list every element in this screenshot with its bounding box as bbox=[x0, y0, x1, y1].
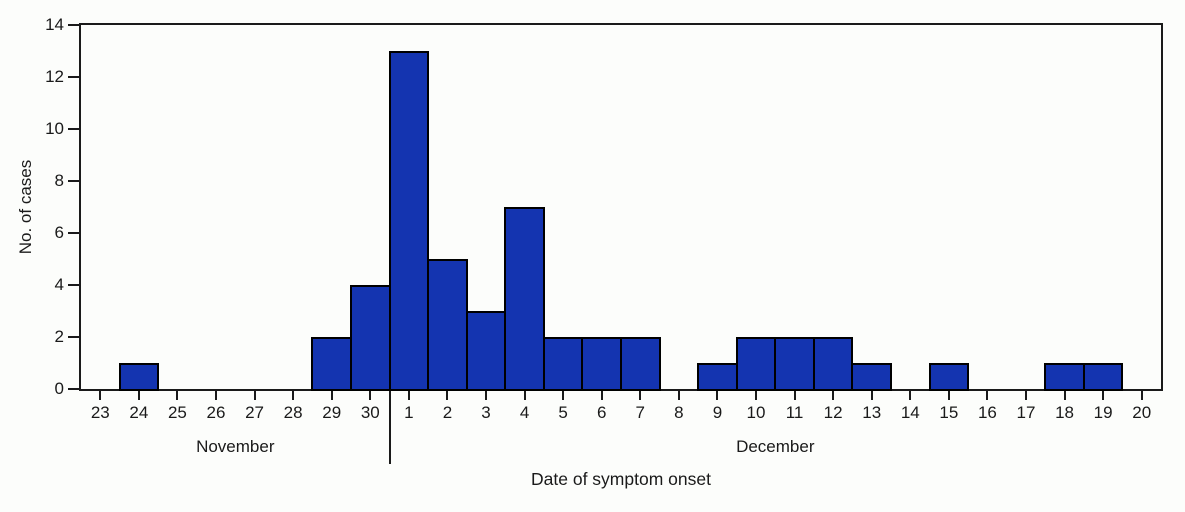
x-tick-15-22 bbox=[947, 391, 950, 400]
x-tick-label-5-12: 5 bbox=[558, 403, 568, 422]
x-tick-label-24-1: 24 bbox=[129, 403, 149, 422]
plot-area bbox=[79, 23, 1163, 391]
x-tick-label-3-10: 3 bbox=[481, 403, 491, 422]
x-tick-label-12-19: 12 bbox=[823, 403, 843, 422]
x-tick-label-30-7: 30 bbox=[360, 403, 380, 422]
x-tick-24-1 bbox=[137, 391, 140, 400]
x-tick-label-28-5: 28 bbox=[283, 403, 303, 422]
y-tick-label-2: 2 bbox=[54, 327, 64, 346]
bar-6 bbox=[581, 337, 622, 391]
x-tick-2-9 bbox=[446, 391, 449, 400]
x-tick-label-26-3: 26 bbox=[206, 403, 226, 422]
x-tick-label-15-22: 15 bbox=[939, 403, 959, 422]
x-tick-11-18 bbox=[793, 391, 796, 400]
x-tick-label-6-13: 6 bbox=[596, 403, 607, 422]
bar-4 bbox=[504, 207, 545, 391]
y-tick-14 bbox=[68, 24, 79, 26]
x-tick-label-8-15: 8 bbox=[674, 403, 684, 422]
y-tick-label-12: 12 bbox=[45, 67, 64, 86]
bar-11 bbox=[774, 337, 815, 391]
x-tick-label-2-9: 2 bbox=[442, 403, 453, 422]
bar-2 bbox=[427, 259, 468, 391]
x-tick-20-27 bbox=[1140, 391, 1143, 400]
x-tick-9-16 bbox=[716, 391, 719, 400]
x-tick-label-1-8: 1 bbox=[404, 403, 414, 422]
x-tick-25-2 bbox=[176, 391, 179, 400]
x-tick-8-15 bbox=[677, 391, 680, 400]
month-label-november: November bbox=[196, 437, 275, 456]
bar-15 bbox=[928, 363, 970, 391]
bar-1 bbox=[388, 51, 430, 391]
bar-24 bbox=[118, 363, 160, 391]
x-tick-16-23 bbox=[986, 391, 989, 400]
x-tick-23-0 bbox=[99, 391, 102, 400]
y-tick-label-6: 6 bbox=[54, 223, 64, 242]
x-tick-label-20-27: 20 bbox=[1132, 403, 1152, 422]
x-tick-5-12 bbox=[562, 391, 565, 400]
x-tick-3-10 bbox=[485, 391, 487, 400]
x-tick-7-14 bbox=[639, 391, 642, 400]
x-tick-label-19-26: 19 bbox=[1093, 403, 1113, 422]
y-tick-4 bbox=[68, 284, 79, 286]
x-tick-label-7-14: 7 bbox=[635, 403, 646, 422]
y-tick-label-8: 8 bbox=[54, 171, 64, 190]
y-tick-8 bbox=[68, 180, 79, 182]
bar-19 bbox=[1082, 363, 1124, 391]
x-tick-10-17 bbox=[755, 391, 757, 400]
x-tick-label-9-16: 9 bbox=[712, 403, 723, 422]
x-tick-label-11-18: 11 bbox=[785, 403, 804, 422]
bar-18 bbox=[1044, 363, 1085, 391]
x-tick-1-8 bbox=[407, 391, 410, 400]
x-tick-label-17-24: 17 bbox=[1016, 403, 1036, 422]
x-tick-18-25 bbox=[1063, 391, 1066, 400]
bar-5 bbox=[542, 337, 584, 391]
x-tick-label-25-2: 25 bbox=[167, 403, 187, 422]
x-tick-29-6 bbox=[330, 391, 333, 400]
bar-29 bbox=[311, 337, 352, 391]
x-tick-13-20 bbox=[870, 391, 873, 400]
x-tick-label-29-6: 29 bbox=[322, 403, 342, 422]
bar-7 bbox=[620, 337, 661, 391]
y-tick-label-14: 14 bbox=[45, 15, 64, 34]
x-tick-label-27-4: 27 bbox=[245, 403, 265, 422]
x-tick-4-11 bbox=[523, 391, 526, 400]
x-tick-19-26 bbox=[1102, 391, 1105, 400]
x-tick-label-14-21: 14 bbox=[900, 403, 920, 422]
bar-3 bbox=[465, 311, 507, 391]
y-tick-2 bbox=[68, 336, 79, 338]
month-divider-line bbox=[388, 391, 391, 464]
x-axis-title: Date of symptom onset bbox=[531, 469, 711, 489]
bar-30 bbox=[350, 285, 391, 391]
x-tick-label-23-0: 23 bbox=[90, 403, 110, 422]
x-tick-28-5 bbox=[292, 391, 295, 400]
x-tick-6-13 bbox=[600, 391, 603, 400]
x-tick-26-3 bbox=[215, 391, 217, 400]
month-label-december: December bbox=[736, 437, 815, 456]
x-tick-label-10-17: 10 bbox=[746, 403, 766, 422]
x-tick-label-16-23: 16 bbox=[977, 403, 997, 422]
x-tick-27-4 bbox=[253, 391, 256, 400]
bar-9 bbox=[697, 363, 738, 391]
bar-13 bbox=[851, 363, 892, 391]
x-tick-label-13-20: 13 bbox=[862, 403, 882, 422]
y-tick-12 bbox=[68, 76, 79, 78]
y-tick-0 bbox=[68, 388, 79, 390]
x-tick-label-4-11: 4 bbox=[519, 403, 530, 422]
bar-12 bbox=[812, 337, 854, 391]
y-tick-label-10: 10 bbox=[45, 119, 64, 138]
x-tick-label-18-25: 18 bbox=[1055, 403, 1075, 422]
bar-10 bbox=[735, 337, 777, 391]
x-tick-14-21 bbox=[909, 391, 912, 400]
y-tick-label-0: 0 bbox=[54, 379, 64, 398]
y-tick-label-4: 4 bbox=[54, 275, 64, 294]
x-tick-17-24 bbox=[1025, 391, 1027, 400]
y-tick-6 bbox=[68, 232, 79, 234]
x-tick-12-19 bbox=[832, 391, 835, 400]
x-tick-30-7 bbox=[369, 391, 372, 400]
y-tick-10 bbox=[68, 128, 79, 130]
